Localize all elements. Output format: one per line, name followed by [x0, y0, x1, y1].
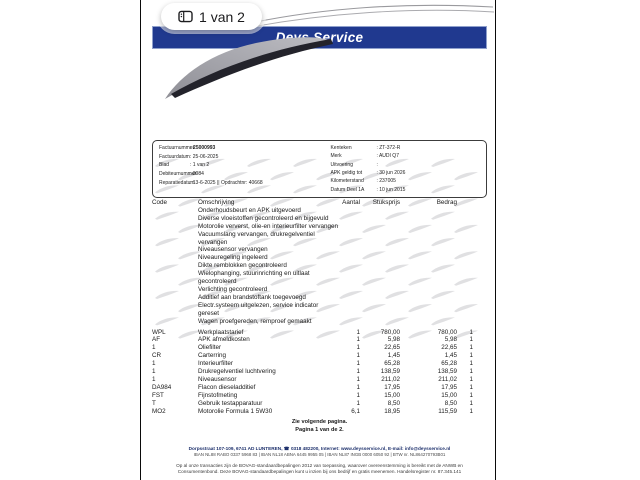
work-description-lines: Onderhoudsbeurt en APK uitgevoerd Diverse… — [152, 207, 487, 326]
work-line: Electr.systeem uitgelezen, service indic… — [198, 301, 319, 317]
page-indicator-label: 1 van 2 — [199, 8, 245, 25]
table-row: WPL Werkplaatstarief 1 780,00 780,00 1 — [152, 328, 473, 336]
work-line: Diverse vloeistoffen gecontroleerd en bi… — [198, 214, 329, 222]
company-name: Deys Service — [275, 30, 364, 45]
invoice-info-box: Factuurnummer: 25000993 Factuurdatum: 25-… — [152, 140, 487, 198]
info-row: Kenteken: ZT-372-R — [330, 145, 401, 152]
table-header-row: Code Omschrijving Aantal Stuksprijs Bedr… — [152, 199, 487, 207]
info-row: Datum Deel 1A: 10 jun 2015 — [330, 186, 406, 193]
footer-bank-line: IBAN NL88 RABO 0337 5968 83 | IBAN NL18 … — [193, 452, 446, 457]
work-line: Vacuumslang vervangen, drukregelventiel … — [198, 230, 315, 246]
info-row: Merk: AUDI Q7 — [330, 153, 399, 160]
table-row: 1 Oliefilter 1 22,65 22,65 1 — [152, 344, 473, 352]
invoice-page: Deys Service 1 van 2 Factuurnummer: 2500… — [140, 0, 496, 480]
info-row: Uitvoering: — [330, 161, 378, 168]
footer-address-line: Dorpsstraat 107-109, 6741 AD LUNTEREN, ☎… — [188, 446, 451, 451]
info-row: Factuurdatum: 25-06-2025 — [159, 153, 219, 160]
table-row: CR Carterring 1 1,45 1,45 1 — [152, 352, 473, 360]
work-line: Verlichting gecontroleerd — [198, 285, 268, 293]
work-line: Motorolie ververst, olie-en interieurfil… — [198, 222, 338, 230]
info-row: Blad: 1 van 2 — [159, 162, 210, 169]
invoice-footer: Dorpsstraat 107-109, 6741 AD LUNTEREN, ☎… — [152, 446, 487, 475]
priced-line-items: WPL Werkplaatstarief 1 780,00 780,00 1 AF APK a… — [152, 329, 487, 416]
info-row: APK geldig tot: 30 jun 2026 — [330, 170, 406, 177]
col-header-code: Code — [152, 199, 168, 206]
work-line: Niveauregeling ingeleerd — [198, 254, 268, 262]
table-row: 1 Drukregelventiel luchtvering 1 138,59 138,… — [152, 368, 473, 376]
table-row: T Gebruik testapparatuur 1 8,50 8,50 1 — [152, 399, 473, 407]
table-row: 1 Interieurfilter 1 65,28 65,28 1 — [152, 360, 473, 368]
table-row: FST Fijnstofmeting 1 15,00 15,00 1 — [152, 391, 473, 399]
info-row: Kilometerstand: 237005 — [330, 178, 396, 185]
invoice-lines-table: Code Omschrijving Aantal Stuksprijs Bedr… — [152, 199, 487, 434]
work-line: Wielophanging, stuurinrichting en uitlaa… — [198, 270, 310, 286]
col-header-amount: Bedrag — [436, 199, 457, 206]
table-row: 1 Niveausensor 1 211,02 211,02 1 — [152, 375, 473, 383]
work-line: Onderhoudsbeurt en APK uitgevoerd — [198, 206, 301, 214]
pages-icon — [178, 10, 193, 23]
info-row: Debiteurnummer: 3084 — [159, 171, 204, 178]
work-line: Additief aan brandstoftank toegevoegd — [198, 293, 306, 301]
col-header-unit-price: Stuksprijs — [372, 199, 400, 206]
footer-terms-paragraph: Op al onze transacties zijn de BOVAG-sta… — [176, 463, 463, 474]
info-row: Factuurnummer: 25000993 — [159, 145, 216, 152]
table-row: AF APK afmeldkosten 1 5,98 5,98 1 — [152, 336, 473, 344]
work-line: Dikte remblokken gecontroleerd — [198, 262, 287, 270]
col-header-qty: Aantal — [342, 199, 360, 206]
table-row: DA984 Flacon dieseladditief 1 17,95 17,95 1 — [152, 383, 473, 391]
info-row: Reparatiedatum: 13-6-2025 || Opdrachtnr:… — [159, 179, 263, 186]
page-indicator-pill[interactable]: 1 van 2 — [161, 3, 262, 30]
col-header-description: Omschrijving — [198, 199, 235, 206]
table-row: MO2 Motorolie Formula 1 5W30 6,1 18,95 115,5… — [152, 407, 473, 415]
invoice-info-left-column: Factuurnummer: 25000993 Factuurdatum: 25-… — [159, 144, 330, 194]
work-line: Niveausensor vervangen — [198, 246, 268, 254]
next-page-note: Zie volgende pagina. — [291, 419, 348, 426]
work-line: Wagen proefgereden, remproef gemaakt — [198, 317, 312, 325]
invoice-info-right-column: Kenteken: ZT-372-R Merk: AUDI Q7 Uitvoerin… — [330, 144, 480, 194]
page-number-note: Pagina 1 van de 2. — [295, 426, 344, 433]
